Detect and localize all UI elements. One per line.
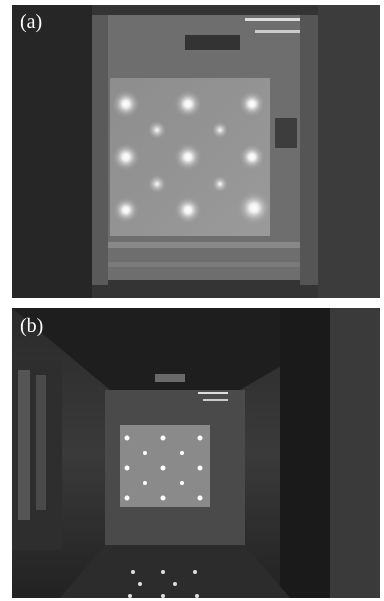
window <box>275 118 297 148</box>
wall-left <box>12 5 92 298</box>
exit-sign <box>155 374 185 382</box>
ceiling-light <box>255 30 300 33</box>
panel-b: (b) <box>12 308 380 598</box>
rail <box>108 242 300 248</box>
rail <box>108 262 300 267</box>
light-spots <box>112 90 271 225</box>
figure: (a) (b) <box>0 0 384 601</box>
panel-label: (a) <box>20 11 42 33</box>
panel-a: (a) <box>12 5 380 298</box>
sign <box>185 35 240 50</box>
ceiling-light <box>203 399 228 401</box>
window <box>18 370 30 520</box>
window <box>36 375 46 510</box>
door-frame <box>92 15 108 285</box>
door-frame <box>300 15 318 285</box>
ceiling-light <box>245 18 300 21</box>
wall-right <box>318 5 380 298</box>
ceiling-light <box>198 392 228 394</box>
panel-label: (b) <box>20 315 43 337</box>
wall-right-panel <box>330 308 380 598</box>
